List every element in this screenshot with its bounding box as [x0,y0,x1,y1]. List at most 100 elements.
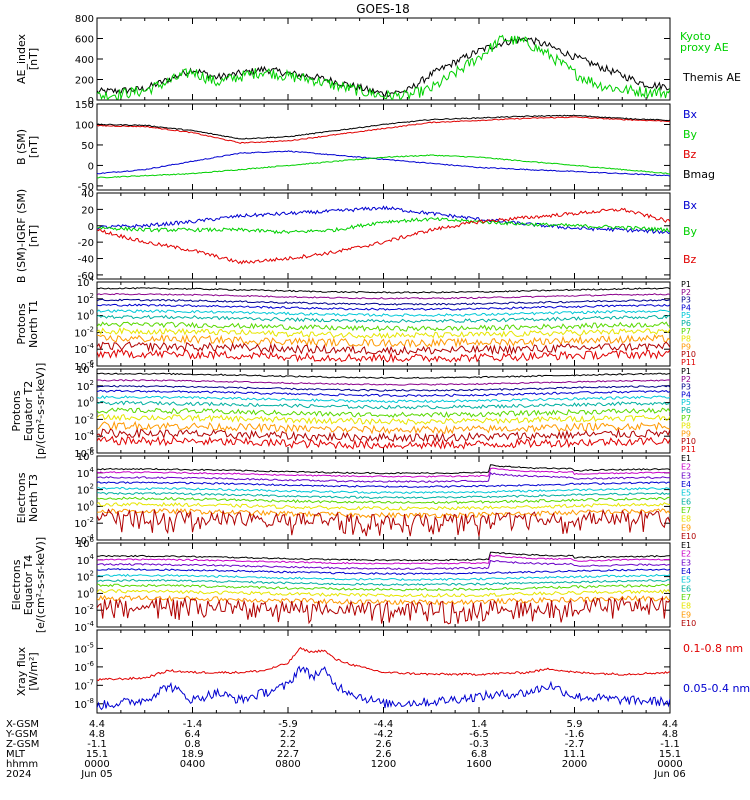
legend-e4: E4 [681,567,691,576]
legend-0-1-0-8-nm: 0.1-0.8 nm [683,642,743,655]
legend-e3: E3 [681,471,691,480]
y-tick-label: 0 [88,222,94,233]
legend-by: By [683,225,698,238]
y-tick-label: -20 [78,238,94,249]
y-tick-label: 100 [77,309,94,323]
y-tick-label: 10-4 [74,620,94,634]
legend-p1: P1 [681,280,691,289]
footer-row-label: Y-GSM [5,729,38,740]
legend-bmag: Bmag [683,168,715,181]
footer-cell: 15.1 [659,749,681,760]
series-group [97,114,670,179]
legend-e6: E6 [681,497,691,506]
legend-e4: E4 [681,480,691,489]
legend-p8: P8 [681,422,691,431]
footer-cell: 22.7 [277,749,299,760]
channel-line-p3 [97,298,670,306]
legend-e2: E2 [681,550,691,559]
footer-row-label: X-GSM [6,719,39,730]
y-tick-label: 20 [81,205,94,216]
y-tick-label: 200 [75,76,94,87]
y-tick-label: 10-7 [74,678,94,692]
series-group [97,372,670,450]
legend-e8: E8 [681,602,691,611]
legend-kyoto: Kyoto [680,30,711,43]
y-tick-label: 102 [77,570,94,584]
legend-p2: P2 [681,288,691,297]
y-tick-label: 104 [77,553,95,567]
y-tick-label: 100 [77,396,94,410]
channel-line-e9 [97,594,670,606]
channel-line-p1 [97,287,670,294]
footer-row-label: MLT [6,749,26,760]
legend-p7: P7 [681,414,691,423]
footer-cell: 0800 [275,759,300,770]
panel-xray: 10-5 10-6 10-7 10-8 Xray flux[W/m²] 0.1-0.8 n… [15,629,750,714]
y-axis-label: ProtonsNorth T1 [15,300,40,348]
series-group [97,646,670,711]
y-tick-label: 400 [75,55,94,66]
legend-e6: E6 [681,584,691,593]
legend-p5: P5 [681,398,691,407]
legend-e10: E10 [681,619,696,628]
y-axis-label: AE_index[nT] [15,33,40,84]
legend-p8: P8 [681,335,691,344]
legend-p9: P9 [681,429,691,438]
footer-row-label: Z-GSM [6,739,39,750]
legend-p5: P5 [681,311,691,320]
legend-p2: P2 [681,375,691,384]
channel-line-p2 [97,292,670,300]
channel-line-e1 [97,551,670,562]
legend-e7: E7 [681,506,691,515]
legend-bx: Bx [683,108,698,121]
y-tick-label: 10-2 [74,516,94,530]
legend-e10: E10 [681,532,696,541]
channel-line-e3 [97,471,670,483]
y-tick-label: 0 [88,96,94,107]
footer-cell: -1.4 [183,719,203,730]
channel-line-p10 [97,427,670,444]
series-line-bz [97,207,670,265]
channel-line-p4 [97,303,670,311]
y-tick-label: 10-2 [74,603,94,617]
footer-cell: -4.4 [374,719,394,730]
y-tick-label: 100 [75,120,94,131]
channel-line-p7 [97,407,670,419]
legend-e3: E3 [681,558,691,567]
footer-cell: -2.7 [565,739,585,750]
series-group [97,34,670,100]
legend-0-05-0-4-nm: 0.05-0.4 nm [683,682,750,695]
y-tick-label: -50 [78,182,94,193]
y-axis-label: ElectronsEquator T4[e/(cm²-s-sr-keV)] [10,537,47,633]
legend-bz: Bz [683,148,697,161]
y-tick-label: 106 [77,449,95,463]
y-tick-label: 150 [75,100,94,111]
y-tick-label: 10-8 [74,697,94,711]
legend-p6: P6 [681,319,691,328]
footer-cell: 1.4 [471,719,487,730]
footer-cell: 6.4 [185,729,201,740]
legend-e5: E5 [681,576,691,585]
channel-line-p11 [97,435,670,450]
channel-line-e5 [97,573,670,582]
channel-line-e8 [97,588,670,598]
y-tick-label: 104 [77,466,95,480]
channel-line-p7 [97,321,670,332]
channel-line-p4 [97,389,670,398]
footer-cell: 2000 [562,759,587,770]
panel-frame [96,17,671,101]
y-tick-label: 10-6 [74,660,94,674]
footer-cell: 11.1 [563,749,585,760]
footer-cell: -1.1 [660,739,680,750]
footer-cell: 1200 [371,759,396,770]
series-line-bmag [97,114,670,140]
y-tick-label: -60 [78,271,94,282]
y-tick-label: 10-4 [74,342,94,356]
legend-e7: E7 [681,593,691,602]
channel-line-p8 [97,413,670,426]
footer-cell: 2.6 [376,749,392,760]
channel-line-p6 [97,314,670,324]
footer-cell: 0400 [180,759,205,770]
footer-cell: Jun 05 [80,769,113,780]
